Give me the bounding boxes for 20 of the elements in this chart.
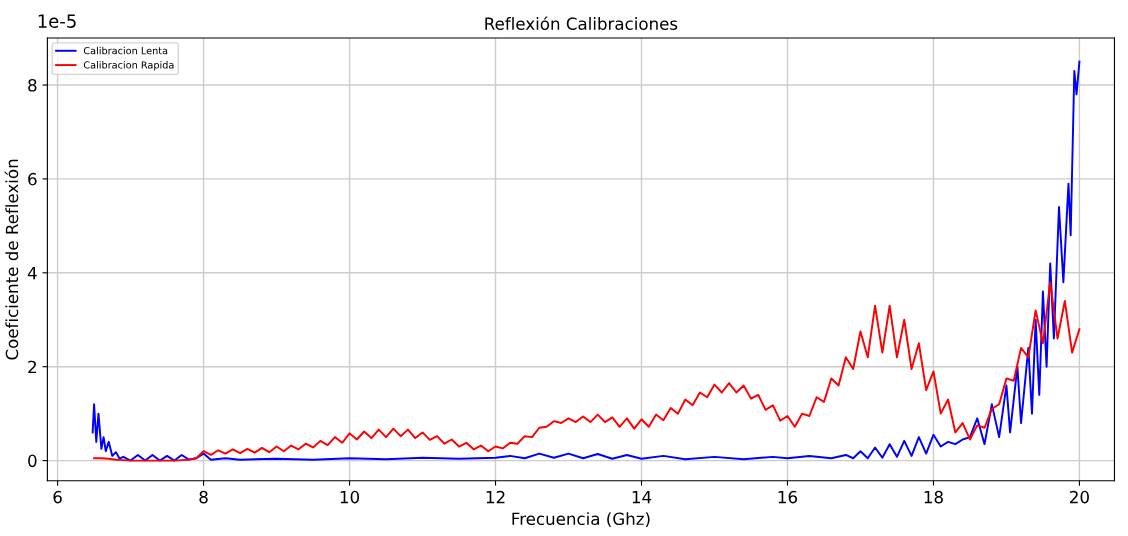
y-tick-label: 2 [28,360,36,374]
y-tick-label: 4 [27,266,37,280]
y-axis-title: Coeficiente de Reflexión [4,159,19,360]
line-series [93,281,1081,462]
y-tick-label: 8 [28,78,37,92]
x-tick-label: 14 [632,491,652,504]
x-tick-label: 6 [53,490,62,504]
text: 1e-5 [38,14,76,28]
chart-title: Reflexión Calibraciones [485,16,678,30]
y-tick-label: 6 [28,172,37,186]
x-tick-label: 20 [1070,490,1089,504]
x-tick-label: 18 [924,490,943,504]
x-tick-label: 8 [199,490,208,504]
x-tick-label: 12 [486,490,505,504]
x-tick-label: 16 [778,490,798,504]
legend-label: Calibracion Lenta [83,46,168,55]
x-tick-label: 10 [340,490,360,504]
legend-label: Calibracion Rapida [83,61,174,71]
y-tick-label: 0 [28,454,37,468]
x-axis-title: Frecuencia (Ghz) [512,512,650,528]
